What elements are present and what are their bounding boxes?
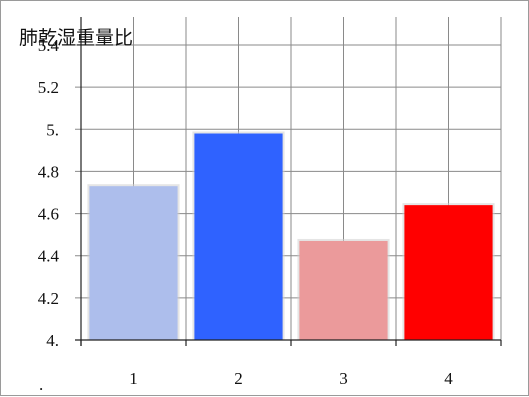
x-tick-label: 1 xyxy=(129,369,138,388)
x-tick-labels: 1 2 3 4 xyxy=(129,369,453,388)
chart-title: 肺乾湿重量比 xyxy=(19,27,133,49)
bar-4 xyxy=(404,205,493,340)
x-tick-label: 2 xyxy=(234,369,243,388)
y-tick-label: 5. xyxy=(46,120,59,139)
footnote-dot: . xyxy=(39,375,43,394)
y-tick-label: 4.4 xyxy=(38,247,60,266)
bar-1 xyxy=(89,186,178,340)
axes xyxy=(75,17,502,346)
y-tick-label: 4.8 xyxy=(38,162,59,181)
y-tick-label: 4. xyxy=(46,331,59,350)
x-tick-label: 4 xyxy=(444,369,453,388)
y-tick-label: 5.4 xyxy=(38,36,60,55)
y-tick-label: 5.2 xyxy=(38,78,59,97)
y-tick-label: 4.2 xyxy=(38,289,59,308)
bar-2 xyxy=(194,133,283,340)
bars xyxy=(87,131,495,340)
y-tick-label: 4.6 xyxy=(38,205,59,224)
x-tick-label: 3 xyxy=(339,369,348,388)
bar-3 xyxy=(299,240,388,340)
y-tick-labels: 4. 4.2 4.4 4.6 4.8 5. 5.2 5.4 xyxy=(38,36,60,350)
